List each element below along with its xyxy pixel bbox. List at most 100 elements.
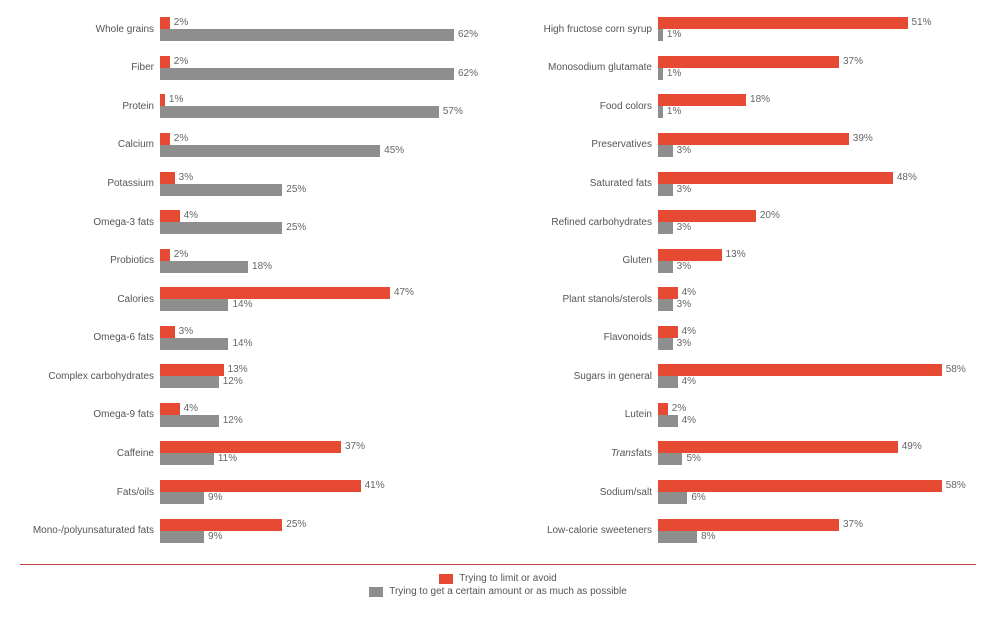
bars-container: 2% 62% bbox=[160, 12, 478, 46]
bars-container: 58%6% bbox=[658, 475, 976, 509]
bar-get-wrap: 3% bbox=[658, 338, 976, 350]
bar-get bbox=[160, 68, 454, 80]
bar-limit-wrap: 2% bbox=[160, 17, 478, 29]
chart-row: Omega-3 fats4%25% bbox=[20, 205, 478, 239]
bar-get-wrap: 4% bbox=[658, 376, 976, 388]
bar-limit bbox=[658, 287, 678, 299]
bar-limit-wrap: 2% bbox=[160, 133, 478, 145]
bar-get bbox=[658, 299, 673, 311]
bar-limit bbox=[658, 133, 849, 145]
bar-get-wrap: 62% bbox=[160, 29, 478, 41]
bar-get-value: 8% bbox=[701, 531, 715, 543]
bar-get-wrap: 3% bbox=[658, 299, 976, 311]
chart-row: Omega-9 fats4%12% bbox=[20, 398, 478, 432]
chart-row: Refined carbohydrates20%3% bbox=[518, 205, 976, 239]
legend: Trying to limit or avoid Trying to get a… bbox=[20, 573, 976, 597]
bar-limit-value: 2% bbox=[174, 56, 188, 68]
bar-limit-value: 37% bbox=[843, 519, 863, 531]
bar-limit-value: 41% bbox=[365, 480, 385, 492]
bar-limit-value: 25% bbox=[286, 519, 306, 531]
bar-limit-wrap: 3% bbox=[160, 326, 478, 338]
bar-get bbox=[658, 145, 673, 157]
bar-limit bbox=[160, 172, 175, 184]
bars-container: 47%14% bbox=[160, 282, 478, 316]
bar-limit-wrap: 4% bbox=[658, 287, 976, 299]
chart-row: Fiber2%62% bbox=[20, 51, 478, 85]
bar-get-wrap: 9% bbox=[160, 492, 478, 504]
bars-container: 37% 8% bbox=[658, 514, 976, 548]
bars-container: 2%18% bbox=[160, 244, 478, 278]
bar-limit-value: 37% bbox=[843, 56, 863, 68]
bar-limit-value: 13% bbox=[228, 364, 248, 376]
chart-area: Whole grains2%62%Fiber2%62%Protein1%57%C… bbox=[20, 10, 976, 550]
bar-get bbox=[160, 222, 282, 234]
row-label: Preservatives bbox=[518, 128, 658, 162]
bar-get-wrap: 25% bbox=[160, 184, 478, 196]
bar-limit-value: 4% bbox=[682, 326, 696, 338]
chart-row: Low-calorie sweeteners 37% 8% bbox=[518, 514, 976, 548]
bars-container: 13%3% bbox=[658, 244, 976, 278]
row-label: Trans fats bbox=[518, 436, 658, 470]
bar-limit-value: 37% bbox=[345, 441, 365, 453]
bar-get-value: 3% bbox=[677, 145, 691, 157]
chart-row: Plant stanols/sterols4%3% bbox=[518, 282, 976, 316]
bars-container: 13%12% bbox=[160, 359, 478, 393]
row-label: Fiber bbox=[20, 51, 160, 85]
bar-limit-value: 4% bbox=[682, 287, 696, 299]
bars-container: 3%14% bbox=[160, 321, 478, 355]
row-label: Calcium bbox=[20, 128, 160, 162]
bars-container: 4% 25% bbox=[160, 205, 478, 239]
chart-row: Preservatives 39% 3% bbox=[518, 128, 976, 162]
bar-get bbox=[658, 338, 673, 350]
bar-limit bbox=[160, 364, 224, 376]
divider bbox=[20, 564, 976, 565]
row-label: Fats/oils bbox=[20, 475, 160, 509]
bar-get bbox=[658, 222, 673, 234]
bar-get bbox=[658, 531, 697, 543]
bar-limit-value: 39% bbox=[853, 133, 873, 145]
bar-get bbox=[160, 184, 282, 196]
bar-limit bbox=[658, 480, 942, 492]
bar-get-value: 11% bbox=[218, 453, 237, 465]
bar-get-wrap: 57% bbox=[160, 106, 478, 118]
bar-get-value: 14% bbox=[232, 299, 252, 311]
bar-get-value: 62% bbox=[458, 29, 478, 41]
bar-get bbox=[658, 106, 663, 118]
bar-limit-wrap: 39% bbox=[658, 133, 976, 145]
chart-row: Caffeine37%11% bbox=[20, 436, 478, 470]
bar-get-value: 1% bbox=[667, 68, 681, 80]
bars-container: 37% 11% bbox=[160, 436, 478, 470]
bar-limit bbox=[658, 326, 678, 338]
chart-row: Calories47%14% bbox=[20, 282, 478, 316]
bar-get-wrap: 11% bbox=[160, 453, 478, 465]
bar-limit-value: 2% bbox=[174, 17, 188, 29]
bar-limit-wrap: 48% bbox=[658, 172, 976, 184]
bar-limit-value: 4% bbox=[184, 210, 198, 222]
bar-get-value: 18% bbox=[252, 261, 272, 273]
legend-swatch-get bbox=[369, 587, 383, 597]
legend-swatch-limit bbox=[439, 574, 453, 584]
row-label: Food colors bbox=[518, 89, 658, 123]
bar-limit bbox=[658, 441, 898, 453]
row-label: High fructose corn syrup bbox=[518, 12, 658, 46]
bar-get-value: 3% bbox=[677, 222, 691, 234]
bar-get bbox=[658, 376, 678, 388]
row-label: Low-calorie sweeteners bbox=[518, 514, 658, 548]
row-label: Probiotics bbox=[20, 244, 160, 278]
bars-container: 51%1% bbox=[658, 12, 976, 46]
bars-container: 4%3% bbox=[658, 321, 976, 355]
chart-row: Food colors18%1% bbox=[518, 89, 976, 123]
bar-get-value: 57% bbox=[443, 106, 463, 118]
row-label: Mono-/polyunsaturated fats bbox=[20, 514, 160, 548]
bars-container: 4%12% bbox=[160, 398, 478, 432]
bar-get-wrap: 12% bbox=[160, 376, 478, 388]
bar-get bbox=[160, 415, 219, 427]
chart-row: Whole grains2%62% bbox=[20, 12, 478, 46]
bar-get-value: 5% bbox=[686, 453, 700, 465]
bar-get-value: 25% bbox=[286, 222, 306, 234]
row-label: Lutein bbox=[518, 398, 658, 432]
bar-limit-value: 2% bbox=[174, 133, 188, 145]
bar-limit-wrap: 20% bbox=[658, 210, 976, 222]
row-label: Complex carbohydrates bbox=[20, 359, 160, 393]
chart-row: Trans fats49%5% bbox=[518, 436, 976, 470]
